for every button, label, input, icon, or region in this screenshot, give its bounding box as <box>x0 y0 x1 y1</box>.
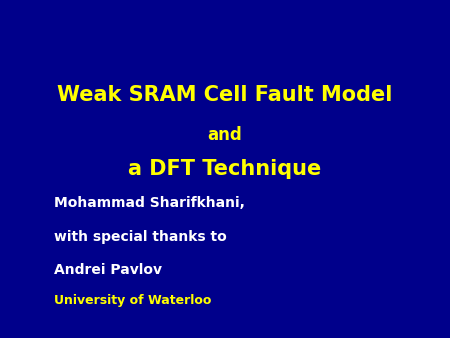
Text: University of Waterloo: University of Waterloo <box>54 294 212 307</box>
Text: Andrei Pavlov: Andrei Pavlov <box>54 263 162 277</box>
Text: a DFT Technique: a DFT Technique <box>128 159 322 179</box>
Text: Weak SRAM Cell Fault Model: Weak SRAM Cell Fault Model <box>57 84 393 105</box>
Text: and: and <box>207 126 243 144</box>
Text: Mohammad Sharifkhani,: Mohammad Sharifkhani, <box>54 196 245 210</box>
Text: with special thanks to: with special thanks to <box>54 230 227 244</box>
